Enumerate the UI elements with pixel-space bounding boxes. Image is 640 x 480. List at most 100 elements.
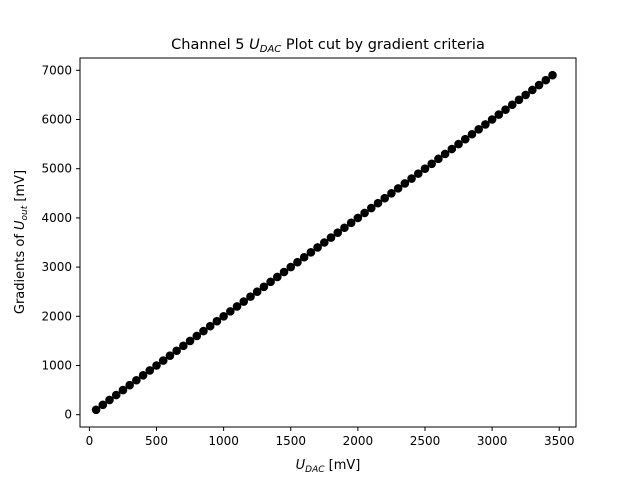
data-point — [219, 312, 228, 321]
data-point — [440, 149, 450, 159]
x-tick-label: 0 — [86, 434, 94, 448]
data-point — [165, 351, 175, 360]
title-prefix: Channel 5 — [171, 37, 249, 53]
x-tick-label: 2500 — [410, 434, 441, 448]
x-axis-label: UDAC [mV] — [296, 458, 361, 475]
data-point — [98, 400, 108, 410]
y-tick-label: 2000 — [41, 309, 72, 323]
x-tick-label: 2000 — [343, 434, 374, 448]
data-point — [226, 307, 235, 316]
data-point — [494, 110, 504, 119]
data-point — [548, 70, 557, 80]
data-point — [387, 189, 396, 198]
data-point — [413, 169, 423, 178]
data-point — [400, 179, 410, 188]
data-point — [252, 287, 262, 297]
data-point — [447, 144, 457, 154]
axes-frame — [79, 57, 577, 428]
data-point — [467, 129, 477, 139]
data-point — [91, 405, 101, 415]
ylabel-prefix: Gradients of — [13, 230, 28, 314]
data-point — [481, 120, 490, 129]
title-subscript: DAC — [260, 44, 282, 55]
y-tick-label: 1000 — [41, 359, 72, 373]
xlabel-subscript: DAC — [305, 465, 325, 475]
data-point — [199, 326, 208, 336]
data-point — [346, 218, 356, 228]
data-point — [474, 125, 483, 134]
ylabel-symbol: U — [13, 220, 28, 230]
data-point — [152, 361, 161, 370]
data-point — [487, 115, 497, 124]
data-point — [320, 238, 329, 247]
data-point — [521, 90, 530, 100]
data-point — [373, 198, 383, 208]
data-point — [125, 380, 134, 390]
title-symbol: U — [249, 37, 260, 53]
data-point — [454, 139, 463, 149]
data-point — [273, 272, 282, 282]
plot-area — [91, 70, 557, 415]
x-tick-label: 1500 — [275, 434, 306, 448]
data-point — [366, 203, 376, 213]
data-point — [232, 302, 242, 311]
title-suffix: Plot cut by gradient criteria — [281, 37, 485, 53]
y-axis-label: Gradients of Uout [mV] — [13, 170, 30, 314]
chart-title: Channel 5 UDAC Plot cut by gradient crit… — [171, 37, 485, 55]
data-point — [534, 80, 544, 90]
data-point — [434, 154, 443, 164]
data-point — [514, 95, 524, 105]
data-point — [239, 297, 249, 306]
data-point — [333, 228, 343, 237]
ylabel-suffix: [mV] — [13, 170, 28, 206]
data-point — [158, 356, 168, 365]
ylabel-subscript: out — [20, 205, 30, 220]
y-tick-label: 7000 — [41, 63, 72, 77]
data-point — [132, 375, 141, 385]
data-point — [507, 100, 517, 110]
data-point — [246, 292, 255, 301]
y-tick-label: 4000 — [41, 211, 72, 225]
y-tick-label: 5000 — [41, 162, 72, 176]
axis-ticks: 0 500 1000 1500 2000 2500 3000 3500 0 1000 2000 300… — [41, 63, 574, 448]
data-point — [118, 385, 128, 395]
data-point — [306, 248, 316, 257]
data-point — [212, 316, 222, 326]
xlabel-suffix: [mV] — [325, 458, 361, 473]
data-point — [145, 366, 155, 375]
y-tick-label: 0 — [64, 408, 72, 422]
data-point — [138, 371, 148, 380]
data-point — [326, 233, 336, 242]
data-point — [340, 223, 349, 233]
data-point — [460, 134, 470, 144]
xlabel-symbol: U — [296, 458, 306, 473]
data-point — [501, 105, 510, 114]
x-tick-label: 500 — [145, 434, 168, 448]
data-point — [192, 331, 202, 341]
data-point — [541, 75, 551, 85]
data-point — [407, 174, 416, 183]
x-tick-label: 3000 — [477, 434, 508, 448]
x-tick-label: 3500 — [544, 434, 575, 448]
data-point — [353, 213, 363, 223]
data-point — [105, 395, 114, 405]
data-point — [299, 252, 309, 262]
data-point — [380, 193, 390, 203]
data-point — [427, 159, 436, 169]
y-tick-label: 6000 — [41, 113, 72, 127]
data-point — [313, 243, 322, 252]
data-point — [259, 282, 269, 292]
data-point — [528, 85, 537, 95]
data-point — [111, 390, 121, 400]
data-point — [286, 262, 296, 272]
data-point — [179, 341, 188, 351]
y-tick-label: 3000 — [41, 260, 72, 274]
data-point — [205, 321, 215, 331]
x-tick-label: 1000 — [208, 434, 239, 448]
data-point — [185, 336, 195, 346]
data-point — [172, 346, 181, 356]
data-point — [360, 208, 369, 218]
data-point — [393, 184, 403, 193]
data-point — [420, 164, 430, 173]
